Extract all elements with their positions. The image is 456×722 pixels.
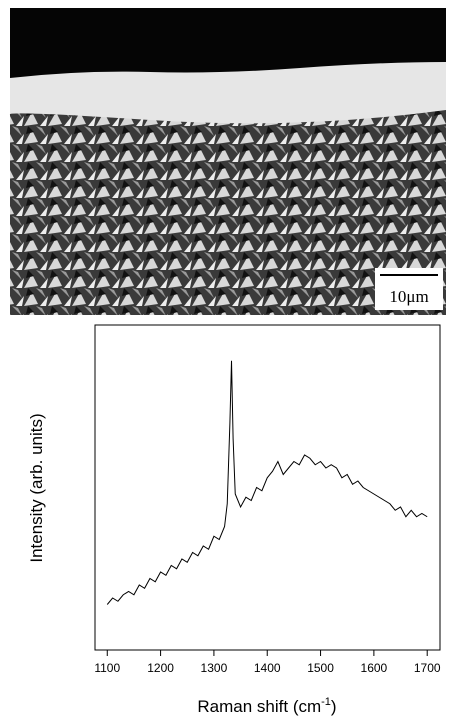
spectrum-line	[106, 360, 428, 605]
sem-image: 10μm	[9, 8, 446, 315]
x-tick-label: 1700	[414, 661, 441, 675]
x-label-end: )	[331, 697, 337, 716]
x-axis-label: Raman shift (cm-1)	[197, 696, 336, 716]
x-tick-label: 1100	[94, 661, 120, 675]
x-tick-label: 1300	[201, 661, 228, 675]
x-tick-label: 1200	[147, 661, 174, 675]
x-tick-label: 1400	[254, 661, 281, 675]
y-axis-label: Intensity (arb. units)	[27, 413, 46, 562]
x-tick-label: 1500	[307, 661, 334, 675]
plot-frame	[94, 324, 441, 651]
chart: Intensity (arb. units) Raman shift (cm-1…	[27, 324, 441, 716]
x-label-sup: -1	[321, 696, 331, 708]
x-tick-label: 1600	[361, 661, 388, 675]
x-label-text: Raman shift (cm	[197, 697, 321, 716]
scale-bar-label: 10μm	[389, 287, 428, 306]
